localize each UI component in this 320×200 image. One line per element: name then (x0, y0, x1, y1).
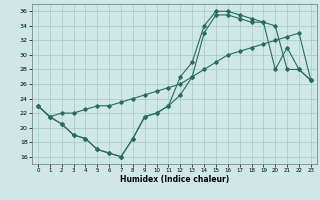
X-axis label: Humidex (Indice chaleur): Humidex (Indice chaleur) (120, 175, 229, 184)
